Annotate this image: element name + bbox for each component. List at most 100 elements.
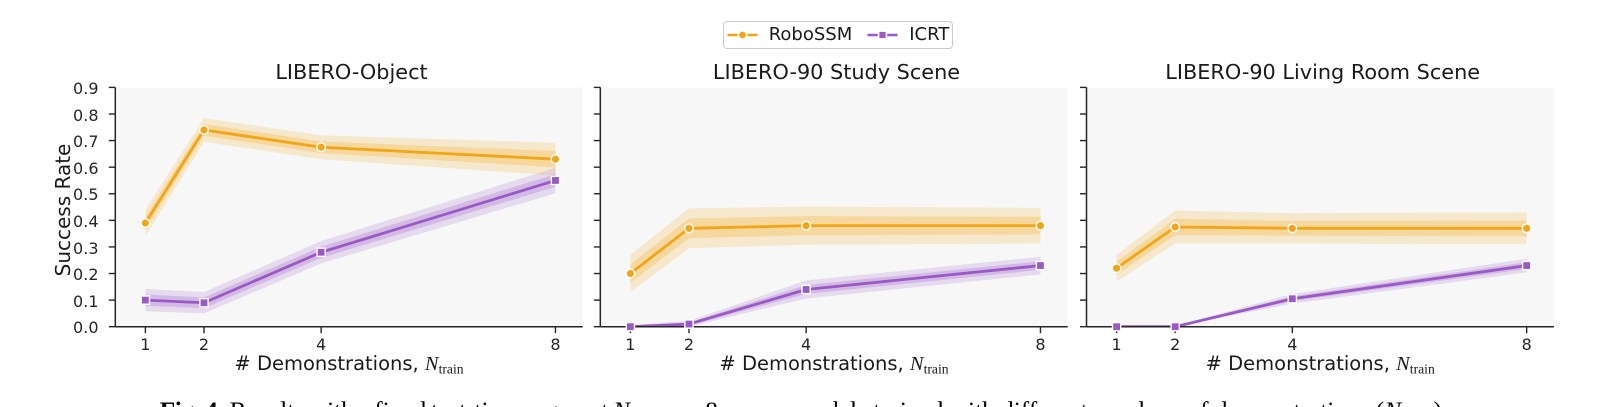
robossm-marker <box>198 124 209 135</box>
icrt-marker <box>140 295 151 305</box>
y-tick-label: 0.3 <box>73 238 99 258</box>
robossm-marker <box>683 223 694 234</box>
legend-item-robossm: RoboSSM <box>727 24 853 45</box>
legend-label-robossm: RoboSSM <box>768 24 853 45</box>
caption-text-2: across models trained with different num… <box>718 397 1384 407</box>
x-axis-label-sub: train <box>923 361 949 376</box>
panel-background <box>115 87 583 327</box>
icrt-band-outer <box>1116 258 1527 327</box>
robossm-marker <box>801 220 812 231</box>
x-axis-label-2: # Demonstrations, Ntrain <box>1205 351 1435 376</box>
y-tick-label: 0.2 <box>73 265 99 285</box>
robossm-marker <box>316 142 327 153</box>
panel-background <box>1086 87 1554 327</box>
y-tick-label: 0.1 <box>73 291 99 311</box>
x-tick-label: 2 <box>198 334 210 354</box>
robossm-marker <box>550 154 561 165</box>
panel-title-0: LIBERO-Object <box>275 59 428 84</box>
icrt-marker <box>199 297 209 308</box>
x-axis-label-var: N <box>424 352 439 375</box>
x-axis-label-sub: train <box>1409 361 1435 376</box>
x-tick-label: 1 <box>140 334 151 354</box>
icrt-marker <box>801 284 811 295</box>
robossm-line <box>1115 225 1529 270</box>
robossm-line <box>143 128 557 225</box>
x-axis-label-text: # Demonstrations, <box>719 351 910 375</box>
x-axis-label-var: N <box>1396 352 1410 375</box>
icrt-marker <box>316 247 326 258</box>
robossm-band-outer <box>145 117 556 237</box>
robossm-band-inner <box>1116 218 1527 275</box>
y-tick-label: 0.0 <box>73 318 99 338</box>
icrt-marker <box>550 175 561 186</box>
legend: RoboSSM ICRT <box>723 21 953 49</box>
icrt-band-outer <box>630 256 1041 327</box>
caption-figure-number: Fig. 4: <box>160 397 226 407</box>
robossm-legend-marker <box>737 30 748 40</box>
x-tick-label: 4 <box>1287 334 1298 354</box>
icrt-band-inner <box>145 174 556 309</box>
caption-var-ntest: N <box>613 397 630 407</box>
panel-title-1: LIBERO-90 Study Scene <box>712 59 961 84</box>
x-tick-label: 4 <box>316 334 327 354</box>
icrt-marker <box>684 319 694 329</box>
robossm-marker <box>1035 220 1046 231</box>
icrt-marker <box>1287 293 1298 304</box>
caption-equation: = 8 <box>654 397 718 407</box>
x-axis-label-sub: train <box>438 361 464 376</box>
robossm-marker <box>1170 221 1181 232</box>
panel-0 <box>108 86 583 334</box>
figure-caption: Fig. 4: Results with a fixed test-time s… <box>0 396 1608 407</box>
x-axis-label-text: # Demonstrations, <box>234 351 425 375</box>
robossm-marker <box>140 218 151 229</box>
robossm-marker <box>625 268 636 279</box>
x-axis-label-0: # Demonstrations, Ntrain <box>234 351 464 376</box>
panel-2 <box>1080 86 1554 334</box>
x-tick-label: 1 <box>625 334 636 354</box>
y-tick-label: 0.8 <box>73 105 99 125</box>
x-tick-label: 8 <box>550 334 561 354</box>
icrt-line <box>143 179 557 305</box>
x-tick-label: 1 <box>1111 334 1122 354</box>
icrt-line <box>629 264 1042 327</box>
icrt-legend-marker <box>878 30 888 40</box>
y-tick-label: 0.7 <box>73 132 99 152</box>
x-tick-label: 2 <box>1170 334 1181 354</box>
x-axis-label-var: N <box>909 352 924 375</box>
panel-1 <box>593 86 1068 334</box>
icrt-marker <box>1035 260 1046 271</box>
robossm-legend-handle <box>727 30 758 40</box>
y-tick-label: 0.9 <box>73 79 99 99</box>
icrt-marker <box>1170 321 1180 332</box>
caption-text-3: ). <box>1433 397 1448 407</box>
caption-var-ntrain: N <box>1384 397 1401 407</box>
x-tick-label: 8 <box>1035 334 1046 354</box>
icrt-band-outer <box>145 167 556 314</box>
robossm-marker <box>1287 223 1298 234</box>
legend-item-icrt: ICRT <box>867 26 949 44</box>
x-tick-label: 2 <box>683 334 695 354</box>
caption-text-1: Results with a fixed test-time segment <box>225 397 613 407</box>
robossm-band-inner <box>145 124 556 230</box>
y-tick-label: 0.5 <box>73 185 99 205</box>
robossm-marker <box>1111 263 1122 274</box>
icrt-legend-handle <box>867 30 898 40</box>
x-axis-label-1: # Demonstrations, Ntrain <box>719 351 949 376</box>
y-axis-label: Success Rate <box>51 143 76 277</box>
icrt-marker <box>1111 321 1122 332</box>
icrt-marker <box>625 321 636 332</box>
x-tick-label: 8 <box>1521 334 1532 354</box>
x-axis-label-text: # Demonstrations, <box>1205 351 1397 375</box>
icrt-marker <box>1521 260 1532 271</box>
y-tick-label: 0.6 <box>73 158 99 178</box>
x-tick-label: 4 <box>801 334 812 354</box>
robossm-line <box>629 224 1042 275</box>
robossm-band-inner <box>630 216 1041 283</box>
panel-title-2: LIBERO-90 Living Room Scene <box>1165 59 1481 84</box>
robossm-marker <box>1521 223 1532 234</box>
icrt-line <box>1115 264 1529 327</box>
y-tick-label: 0.4 <box>73 212 99 232</box>
legend-label-icrt: ICRT <box>909 24 950 45</box>
